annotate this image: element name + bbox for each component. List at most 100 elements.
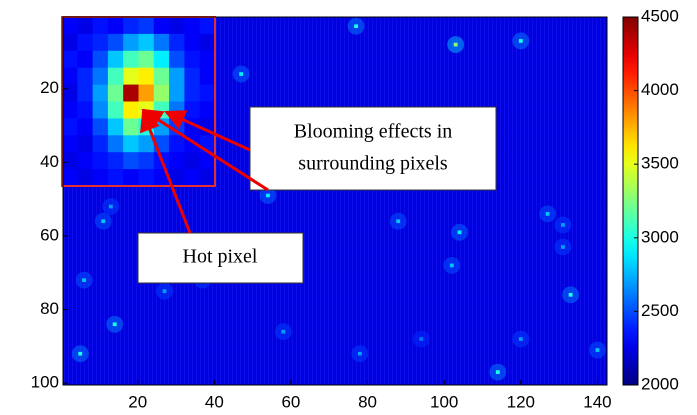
inset-cell <box>139 152 155 169</box>
inset-cell <box>108 102 124 119</box>
inset-cell <box>123 34 139 51</box>
spot <box>82 278 86 282</box>
inset-cell <box>139 68 155 85</box>
annotation-box <box>250 107 496 190</box>
inset-cell <box>62 51 78 68</box>
inset-cell <box>93 17 109 34</box>
annotation-text: Hot pixel <box>183 246 258 268</box>
inset-cell <box>93 68 109 85</box>
spot <box>163 289 167 293</box>
inset-cell <box>93 51 109 68</box>
inset-cell <box>108 51 124 68</box>
spot <box>450 264 454 268</box>
colorbar-tick-label: 3500 <box>641 154 679 173</box>
inset <box>62 17 215 186</box>
spot <box>458 230 462 234</box>
annotation-text: surrounding pixels <box>298 153 448 175</box>
inset-cell <box>108 135 124 152</box>
y-tick-label: 60 <box>40 225 59 244</box>
inset-cell <box>108 85 124 102</box>
x-tick-label: 120 <box>507 392 535 411</box>
x-tick-label: 80 <box>358 392 377 411</box>
inset-cell <box>93 34 109 51</box>
spot <box>354 24 358 28</box>
inset-cell <box>77 169 93 186</box>
inset-cell <box>62 34 78 51</box>
chart: Blooming effects in surrounding pixels H… <box>0 0 697 415</box>
page: {"chart_data": {"type": "heatmap", "xlim… <box>0 0 697 415</box>
inset-cell <box>93 118 109 135</box>
inset-cell <box>184 68 200 85</box>
inset-cell <box>139 85 155 102</box>
inset-cell <box>169 152 185 169</box>
spot <box>109 205 113 209</box>
inset-cell <box>123 169 139 186</box>
inset-cell <box>184 152 200 169</box>
colorbar-tick-label: 4000 <box>641 80 679 99</box>
inset-cell <box>184 85 200 102</box>
inset-cell <box>184 34 200 51</box>
inset-cell <box>154 102 170 119</box>
inset-cell <box>200 85 216 102</box>
spot <box>78 352 82 356</box>
inset-cell <box>62 135 78 152</box>
inset-cell <box>169 51 185 68</box>
colorbar-tick-label: 4500 <box>641 6 679 25</box>
inset-cell <box>77 68 93 85</box>
inset-cell <box>62 85 78 102</box>
inset-cell <box>77 17 93 34</box>
inset-cell <box>93 85 109 102</box>
inset-cell <box>154 68 170 85</box>
spot <box>239 72 243 76</box>
spot <box>569 293 573 297</box>
inset-cell <box>93 135 109 152</box>
inset-cell <box>169 34 185 51</box>
colorbar-tick-label: 2500 <box>641 301 679 320</box>
spot <box>561 223 565 227</box>
x-tick-label: 60 <box>281 392 300 411</box>
inset-cell <box>108 34 124 51</box>
inset-cell <box>123 68 139 85</box>
inset-cell <box>139 34 155 51</box>
spot <box>266 194 270 198</box>
inset-cell <box>108 152 124 169</box>
inset-cell <box>77 85 93 102</box>
inset-cell <box>77 102 93 119</box>
inset-cell <box>77 152 93 169</box>
inset-cell <box>169 17 185 34</box>
spot <box>113 322 117 326</box>
inset-cell <box>93 152 109 169</box>
colorbar <box>623 17 638 385</box>
inset-cell <box>169 68 185 85</box>
spot <box>496 370 500 374</box>
spot <box>396 219 400 223</box>
x-tick-label: 40 <box>205 392 224 411</box>
y-tick-label: 100 <box>31 373 59 392</box>
inset-cell <box>77 118 93 135</box>
inset-cell <box>123 102 139 119</box>
inset-cell <box>123 51 139 68</box>
inset-cell <box>169 85 185 102</box>
y-tick-label: 80 <box>40 299 59 318</box>
inset-cell <box>108 68 124 85</box>
spot <box>546 212 550 216</box>
inset-cell <box>108 17 124 34</box>
inset-cell <box>200 169 216 186</box>
inset-cell <box>62 17 78 34</box>
inset-cell <box>200 68 216 85</box>
spot <box>454 43 458 47</box>
inset-cell <box>184 17 200 34</box>
spot <box>561 245 565 249</box>
inset-cell <box>184 169 200 186</box>
inset-cell <box>123 118 139 135</box>
inset-cell <box>77 135 93 152</box>
y-tick-label: 20 <box>40 78 59 97</box>
spot <box>281 330 285 334</box>
inset-cell <box>200 17 216 34</box>
inset-cell <box>108 169 124 186</box>
inset-cell <box>139 17 155 34</box>
inset-cell <box>154 85 170 102</box>
spot <box>101 219 105 223</box>
inset-cell <box>62 169 78 186</box>
annotation-text: Blooming effects in <box>294 121 453 143</box>
